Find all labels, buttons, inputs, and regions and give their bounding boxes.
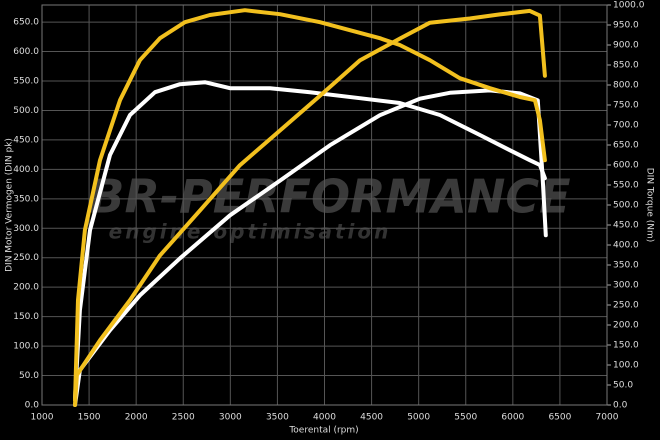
y2-tick-label: 450.0 <box>613 221 639 231</box>
y-tick-label: 350.0 <box>13 194 39 204</box>
y2-tick-label: 300.0 <box>613 281 639 291</box>
series-line <box>73 8 547 403</box>
x-tick-label: 1500 <box>78 413 101 423</box>
y2-tick-label: 350.0 <box>613 261 639 271</box>
x-tick-label: 5500 <box>454 413 477 423</box>
x-tick-label: 7000 <box>596 413 619 423</box>
watermark-tagline: engine optimisation <box>109 220 392 244</box>
y-tick-label: 550.0 <box>13 76 39 86</box>
y-tick-label: 600.0 <box>13 47 39 57</box>
x-tick-label: 3000 <box>219 413 242 423</box>
plot-frame <box>41 4 608 406</box>
x-tick-label: 3500 <box>266 413 289 423</box>
y2-tick-label: 250.0 <box>613 301 639 311</box>
y-tick-label: 0.0 <box>25 401 40 411</box>
y2-tick-label: 900.0 <box>613 41 639 51</box>
y2-tick-label: 200.0 <box>613 321 639 331</box>
y-tick-label: 450.0 <box>13 135 39 145</box>
y-tick-label: 250.0 <box>13 253 39 263</box>
y-tick-label: 100.0 <box>13 342 39 352</box>
y2-tick-label: 50.0 <box>613 381 633 391</box>
y-tick-label: 500.0 <box>13 106 39 116</box>
y-tick-label: 150.0 <box>13 312 39 322</box>
x-tick-label: 1000 <box>31 413 54 423</box>
y-tick-label: 650.0 <box>13 18 39 28</box>
y-tick-label: 300.0 <box>13 224 39 234</box>
y2-tick-label: 500.0 <box>613 201 639 211</box>
y-tick-label: 200.0 <box>13 283 39 293</box>
y2-tick-label: 100.0 <box>613 361 639 371</box>
series-line <box>73 8 547 407</box>
y-axis-label: DIN Motor Vermogen (DIN pk) <box>5 138 15 272</box>
y2-tick-label: 550.0 <box>613 181 639 191</box>
y2-tick-label: 1000.0 <box>613 1 645 11</box>
y2-tick-label: 850.0 <box>613 61 639 71</box>
x-tick-label: 2500 <box>172 413 195 423</box>
y-tick-label: 400.0 <box>13 165 39 175</box>
x-tick-label: 5000 <box>407 413 430 423</box>
y2-tick-label: 150.0 <box>613 341 639 351</box>
series-line <box>73 80 547 401</box>
x-tick-label: 6000 <box>501 413 524 423</box>
y2-tick-label: 950.0 <box>613 21 639 31</box>
y2-tick-label: 700.0 <box>613 121 639 131</box>
x-tick-label: 6500 <box>548 413 571 423</box>
y-tick-label: 50.0 <box>19 371 39 381</box>
x-axis-label: Toerental (rpm) <box>288 426 358 436</box>
y2-axis-label: DIN Torque (Nm) <box>645 168 655 243</box>
y2-tick-label: 750.0 <box>613 101 639 111</box>
y2-tick-label: 800.0 <box>613 81 639 91</box>
watermark-brand: BR-PERFORMANCE <box>89 170 570 224</box>
x-tick-label: 2000 <box>125 413 148 423</box>
y2-tick-label: 0.0 <box>613 401 628 411</box>
y2-tick-label: 650.0 <box>613 141 639 151</box>
y2-tick-label: 400.0 <box>613 241 639 251</box>
y2-tick-label: 600.0 <box>613 161 639 171</box>
x-tick-label: 4000 <box>313 413 336 423</box>
x-tick-label: 4500 <box>360 413 383 423</box>
